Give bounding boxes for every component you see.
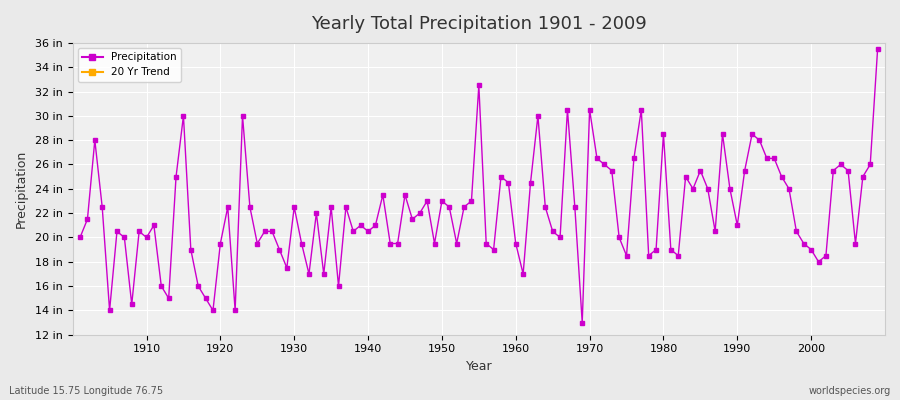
- Line: Precipitation: Precipitation: [78, 47, 879, 325]
- Precipitation: [872, 46, 883, 51]
- Precipitation: [296, 241, 307, 246]
- Precipitation: [577, 320, 588, 325]
- Precipitation: [503, 180, 514, 185]
- Legend: Precipitation, 20 Yr Trend: Precipitation, 20 Yr Trend: [78, 48, 181, 82]
- Title: Yearly Total Precipitation 1901 - 2009: Yearly Total Precipitation 1901 - 2009: [311, 15, 647, 33]
- Precipitation: [340, 205, 351, 210]
- Text: worldspecies.org: worldspecies.org: [809, 386, 891, 396]
- Precipitation: [607, 168, 617, 173]
- Precipitation: [510, 241, 521, 246]
- Y-axis label: Precipitation: Precipitation: [15, 150, 28, 228]
- Precipitation: [134, 229, 145, 234]
- Text: Latitude 15.75 Longitude 76.75: Latitude 15.75 Longitude 76.75: [9, 386, 163, 396]
- X-axis label: Year: Year: [465, 360, 492, 373]
- Precipitation: [75, 235, 86, 240]
